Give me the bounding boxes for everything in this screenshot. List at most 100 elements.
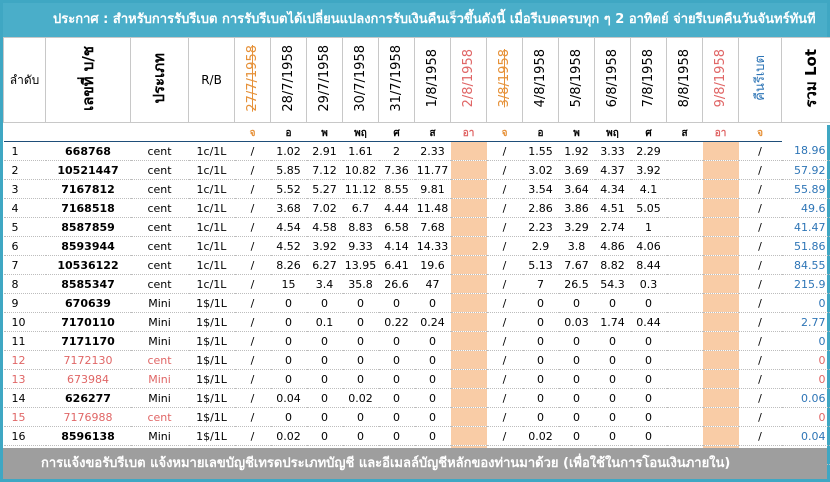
refund-mark: / xyxy=(486,388,523,408)
weekday-label: พฤ xyxy=(594,125,631,142)
header-account-id: เลขที่ บ/ช xyxy=(45,37,131,123)
sunday-cell xyxy=(450,369,487,389)
weekday-label: พ xyxy=(306,125,343,142)
sunday-cell xyxy=(702,407,739,427)
saturday-cell xyxy=(666,426,703,446)
refund-mark: / xyxy=(486,312,523,332)
daily-lot: 2.23 xyxy=(522,217,559,237)
weekday-label: อ xyxy=(270,125,307,142)
account-id: 10536122 xyxy=(45,255,131,275)
daily-lot: 0 xyxy=(306,407,343,427)
daily-lot: 0.24 xyxy=(414,312,451,332)
table-row: 12 7172130 cent 1$/1L/0 0 0 0 0/0 0 0 0/0 xyxy=(3,350,830,370)
refund-mark: / xyxy=(486,407,523,427)
account-id: 7176988 xyxy=(45,407,131,427)
refund-mark: / xyxy=(234,160,271,180)
daily-lot: 1 xyxy=(630,217,667,237)
daily-lot: 3.92 xyxy=(306,236,343,256)
refund-mark: / xyxy=(738,388,782,408)
daily-lot: 0 xyxy=(414,426,451,446)
account-type: cent xyxy=(130,160,189,180)
table-row: 10 7170110 Mini 1$/1L/0 0.1 0 0.22 0.24/0 0.03 1.… xyxy=(3,312,830,332)
sunday-cell xyxy=(702,141,739,161)
saturday-cell xyxy=(666,312,703,332)
saturday-cell xyxy=(666,236,703,256)
daily-lot: 9.33 xyxy=(342,236,379,256)
refund-mark: / xyxy=(486,217,523,237)
weekday-label: ศ xyxy=(378,125,415,142)
refund-mark: / xyxy=(738,312,782,332)
header-total-lot: รวม Lot xyxy=(781,37,830,123)
daily-lot: 0 xyxy=(342,331,379,351)
refund-mark: / xyxy=(738,293,782,313)
sunday-cell xyxy=(450,160,487,180)
footer-text: การแจ้งขอรับรีเบต แจ้งหมายเลขบัญชีเทรดปร… xyxy=(41,456,731,471)
daily-lot: 0 xyxy=(594,293,631,313)
table-row: 9 670639 Mini 1$/1L/0 0 0 0 0/0 0 0 0/0 xyxy=(3,293,830,313)
daily-lot: 0.3 xyxy=(630,274,667,294)
sunday-cell xyxy=(450,407,487,427)
daily-lot: 2.91 xyxy=(306,141,343,161)
daily-lot: 4.37 xyxy=(594,160,631,180)
daily-lot: 0 xyxy=(414,407,451,427)
sunday-cell xyxy=(702,426,739,446)
daily-lot: 0 xyxy=(522,312,559,332)
daily-lot: 7 xyxy=(522,274,559,294)
weekday-label: พฤ xyxy=(342,125,379,142)
sunday-cell xyxy=(450,274,487,294)
account-id: 7170110 xyxy=(45,312,131,332)
total-lot: 0 xyxy=(781,369,830,389)
daily-lot: 0 xyxy=(522,369,559,389)
refund-mark: / xyxy=(486,198,523,218)
daily-lot: 0 xyxy=(270,350,307,370)
daily-lot: 0 xyxy=(414,369,451,389)
row-number: 13 xyxy=(3,369,46,389)
daily-lot: 6.7 xyxy=(342,198,379,218)
rebate-rate: 1c/1L xyxy=(188,255,235,275)
row-number: 7 xyxy=(3,255,46,275)
account-id: 10521447 xyxy=(45,160,131,180)
row-number: 1 xyxy=(3,141,46,161)
daily-lot: 8.44 xyxy=(630,255,667,275)
daily-lot: 0.44 xyxy=(630,312,667,332)
daily-lot: 11.12 xyxy=(342,179,379,199)
saturday-cell xyxy=(666,160,703,180)
daily-lot: 0.22 xyxy=(378,312,415,332)
refund-mark: / xyxy=(738,141,782,161)
sunday-cell xyxy=(450,179,487,199)
table-row: 14 626277 Mini 1$/1L/0.04 0 0.02 0 0/0 0 0 0/0.06 xyxy=(3,388,830,408)
row-number: 9 xyxy=(3,293,46,313)
daily-lot: 6.27 xyxy=(306,255,343,275)
daily-lot: 1.74 xyxy=(594,312,631,332)
daily-lot: 4.51 xyxy=(594,198,631,218)
table-row: 8 8585347 cent 1c/1L/15 3.4 35.8 26.6 47/7 26.5 5… xyxy=(3,274,830,294)
daily-lot: 0.02 xyxy=(522,426,559,446)
account-id: 7171170 xyxy=(45,331,131,351)
daily-lot: 0 xyxy=(522,331,559,351)
daily-lot: 0 xyxy=(630,388,667,408)
row-number: 15 xyxy=(3,407,46,427)
header-date-8: 4/8/1958 xyxy=(522,37,559,123)
refund-mark: / xyxy=(234,407,271,427)
daily-lot: 4.54 xyxy=(270,217,307,237)
sunday-cell xyxy=(702,160,739,180)
account-type: Mini xyxy=(130,426,189,446)
total-lot: 0 xyxy=(781,293,830,313)
refund-mark: / xyxy=(738,160,782,180)
daily-lot: 47 xyxy=(414,274,451,294)
account-type: Mini xyxy=(130,312,189,332)
daily-lot: 0 xyxy=(342,312,379,332)
weekday-label: อา xyxy=(702,125,739,142)
rebate-rate: 1$/1L xyxy=(188,369,235,389)
weekday-label: อ xyxy=(522,125,559,142)
sunday-cell xyxy=(702,198,739,218)
daily-lot: 0 xyxy=(306,388,343,408)
header-date-3: 30/7/1958 xyxy=(342,37,379,123)
daily-lot: 0 xyxy=(270,407,307,427)
refund-mark: / xyxy=(234,331,271,351)
daily-lot: 0 xyxy=(594,369,631,389)
footer-note: การแจ้งขอรับรีเบต แจ้งหมายเลขบัญชีเทรดปร… xyxy=(3,448,827,479)
account-type: cent xyxy=(130,198,189,218)
daily-lot: 26.5 xyxy=(558,274,595,294)
saturday-cell xyxy=(666,141,703,161)
